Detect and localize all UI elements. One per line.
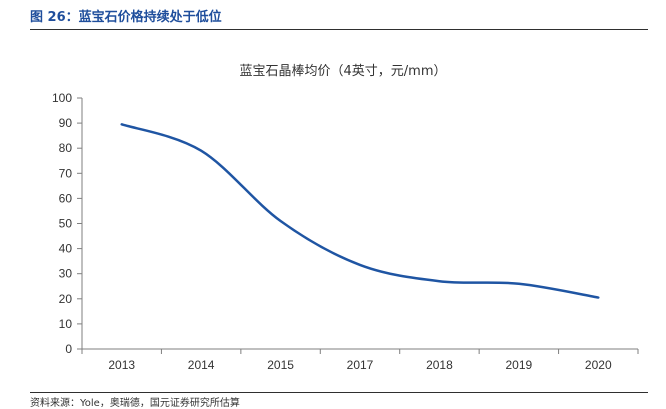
- y-tick-label: 80: [59, 141, 73, 155]
- x-tick-label: 2019: [506, 358, 533, 372]
- y-tick-label: 60: [59, 191, 73, 205]
- axes: 0 10 20 30 40 50 60 70 80 90 100 2013 2014 2015 2017 20…: [52, 91, 639, 372]
- y-tick-label: 70: [59, 166, 73, 180]
- figure-title: 图 26：蓝宝石价格持续处于低位: [30, 10, 222, 25]
- series-line: [120, 123, 600, 299]
- y-tick-label: 30: [59, 267, 73, 281]
- x-tick-label: 2014: [188, 358, 215, 372]
- y-tick-label: 40: [59, 242, 73, 256]
- y-tick-label: 0: [65, 342, 72, 356]
- title-divider: [30, 29, 648, 30]
- y-tick-label: 100: [52, 91, 72, 105]
- x-tick-label: 2013: [108, 358, 135, 372]
- chart-title: 蓝宝石晶棒均价（4英寸，元/mm）: [240, 64, 447, 79]
- x-tick-label: 2018: [426, 358, 453, 372]
- y-tick-label: 50: [59, 217, 73, 231]
- line-chart: 蓝宝石晶棒均价（4英寸，元/mm） 0 10 20 30 40 50 60 70 80 90 100…: [52, 64, 639, 372]
- source-note: 资料来源：Yole，奥瑞德，国元证券研究所估算: [30, 392, 648, 409]
- y-tick-label: 20: [59, 292, 73, 306]
- x-tick-label: 2017: [347, 358, 374, 372]
- x-tick-label: 2020: [585, 358, 612, 372]
- y-tick-label: 90: [59, 116, 73, 130]
- y-tick-label: 10: [59, 317, 73, 331]
- x-tick-label: 2015: [267, 358, 294, 372]
- plot-area: [120, 123, 600, 299]
